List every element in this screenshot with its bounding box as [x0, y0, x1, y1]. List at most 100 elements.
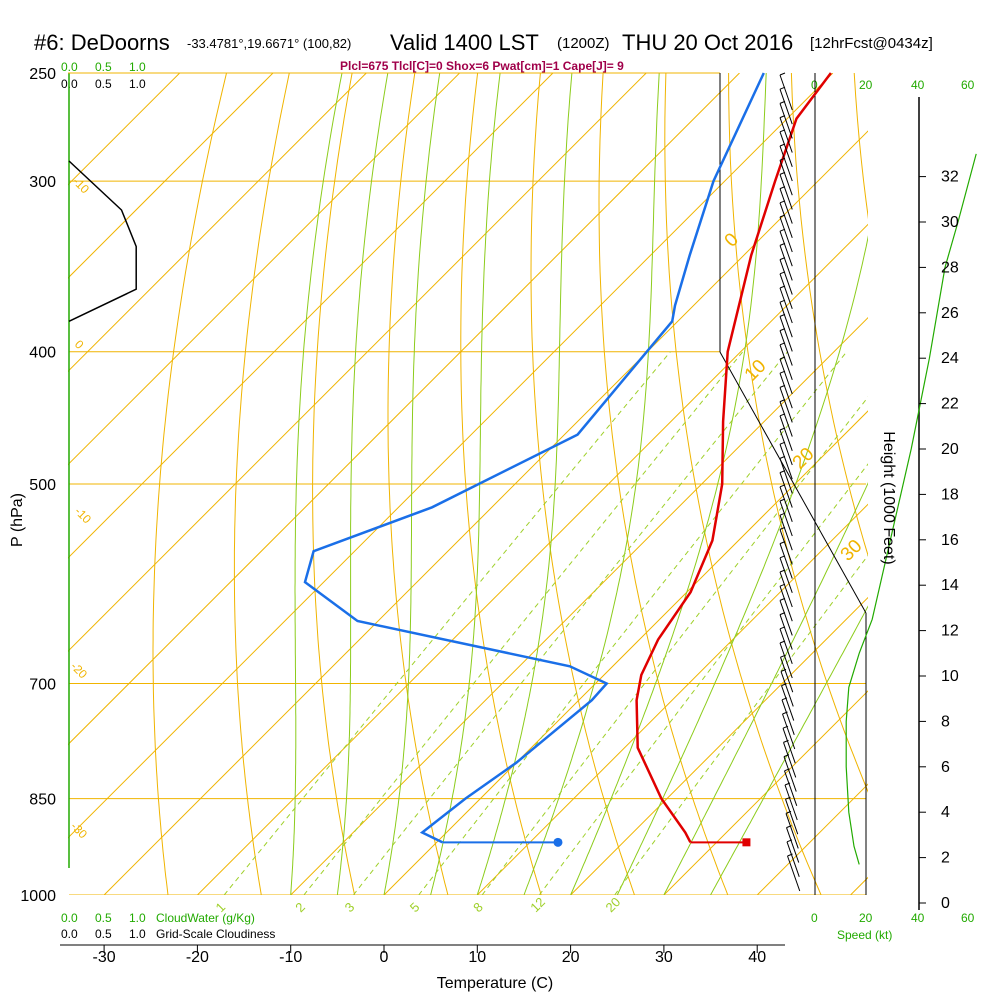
wind-barb-flag: [782, 711, 788, 715]
wind-barb: [779, 444, 793, 480]
height-tick-label: 28: [941, 259, 959, 276]
dry-adiabat: [312, 73, 356, 895]
wind-barb-flag: [779, 186, 786, 190]
left-isotherm-label: -10: [70, 174, 92, 196]
wind-barb: [779, 500, 793, 537]
mixing-ratio-line: [303, 351, 744, 895]
wind-barb: [784, 770, 798, 806]
wind-barb: [779, 586, 793, 622]
wind-barb-flag: [779, 583, 786, 587]
isotherm-line: [68, 73, 834, 839]
mixing-ratio-label: 12: [527, 894, 548, 915]
wind-barb: [779, 529, 793, 565]
station-coords: -33.4781°,19.6671° (100,82): [187, 36, 351, 51]
wind-barb: [779, 89, 793, 125]
wind-barb: [779, 557, 793, 593]
wind-barb-flag: [779, 228, 786, 232]
wind-barb-flag: [779, 413, 786, 417]
dry-adiabat: [598, 73, 729, 895]
dry-adiabat: [233, 73, 290, 895]
isotherm-line: [68, 73, 647, 652]
wind-barb: [779, 316, 793, 352]
moist-adiabat: [523, 73, 660, 895]
wind-barb: [779, 415, 793, 451]
height-tick-label: 30: [941, 214, 959, 231]
wind-barb: [780, 671, 794, 707]
wind-barb: [779, 145, 793, 182]
wind-barb: [779, 273, 793, 309]
height-tick-label: 12: [941, 623, 959, 640]
wind-barb-flag: [781, 683, 787, 687]
dry-adiabat: [853, 73, 868, 220]
top-cw-0: 0.0: [61, 60, 78, 74]
wind-barb: [786, 841, 800, 877]
height-tick-label: 8: [941, 713, 950, 730]
valid-time: Valid 1400 LST: [390, 30, 539, 55]
bot-speed-0: 0: [811, 911, 818, 925]
dry-adiabat: [917, 73, 1000, 895]
wind-barb: [779, 628, 793, 664]
top-cf-1: 0.5: [95, 77, 112, 91]
wind-barb: [779, 259, 793, 295]
height-tick-label: 4: [941, 804, 950, 821]
wind-barb-flag: [786, 839, 793, 843]
bot-speed-2: 40: [911, 911, 925, 925]
wind-barb-flag: [779, 72, 786, 76]
moist-adiabat: [383, 73, 441, 895]
wind-barb-flag: [783, 754, 790, 758]
wind-barb-flag: [779, 427, 786, 431]
wind-barb: [785, 799, 799, 835]
wind-barb-flag: [785, 796, 791, 800]
wind-barb: [781, 699, 795, 735]
wind-barb: [784, 784, 798, 821]
cloud-fraction-line: [68, 160, 137, 322]
mixing-ratio-label: 3: [342, 899, 358, 915]
dry-adiabat: [790, 73, 868, 558]
x-tick-label: 30: [655, 949, 673, 966]
dry-adiabat: [387, 73, 449, 895]
wind-barb: [779, 174, 793, 210]
wind-barb: [782, 713, 796, 750]
wind-barb-flag: [779, 129, 786, 133]
bot-cw-2: 1.0: [129, 911, 146, 925]
wind-barb-flag: [779, 299, 786, 303]
mixing-ratio-label: 2: [292, 899, 308, 915]
profile-layer: [303, 72, 832, 847]
wind-barb: [782, 728, 796, 764]
pressure-tick-label: 1000: [20, 888, 56, 905]
wind-barb-flag: [781, 697, 788, 701]
isotherm-label: 10: [741, 356, 771, 386]
wind-barb: [779, 131, 793, 167]
top-speed-2: 40: [911, 78, 925, 92]
wind-barb: [779, 216, 793, 253]
wind-barb-flag: [779, 498, 786, 502]
x-tick-label: -20: [186, 949, 209, 966]
wind-barb-flag: [779, 555, 786, 559]
wind-barb-flag: [779, 285, 786, 289]
wind-barb-flag: [779, 512, 786, 516]
cloud-layer: [68, 160, 137, 322]
height-tick-label: 24: [941, 350, 959, 367]
pressure-tick-label: 500: [29, 477, 56, 494]
wind-barb-flag: [787, 853, 793, 857]
dry-adiabat: [530, 73, 635, 895]
wind-barb-flag: [779, 541, 786, 545]
isotherm-line: [197, 223, 868, 895]
wind-layer: [779, 72, 977, 892]
isotherm-line: [476, 503, 868, 895]
height-tick-label: 26: [941, 305, 959, 322]
x-axis-title: Temperature (C): [437, 975, 553, 992]
height-tick-label: 20: [941, 441, 959, 458]
x-tick-label: 10: [468, 949, 486, 966]
mixing-ratio-label: 20: [603, 894, 624, 915]
height-tick-label: 22: [941, 396, 959, 413]
wind-barb-flag: [782, 725, 789, 729]
height-axis-title: Height (1000 Feet): [880, 431, 897, 564]
wind-barb-flag: [779, 626, 786, 630]
wind-barb-flag: [779, 257, 786, 261]
wind-barb: [779, 160, 793, 196]
wind-barb: [779, 74, 793, 111]
wind-barb: [779, 188, 793, 224]
mixing-ratio-label: 8: [470, 899, 486, 915]
wind-barb-flag: [779, 214, 786, 218]
